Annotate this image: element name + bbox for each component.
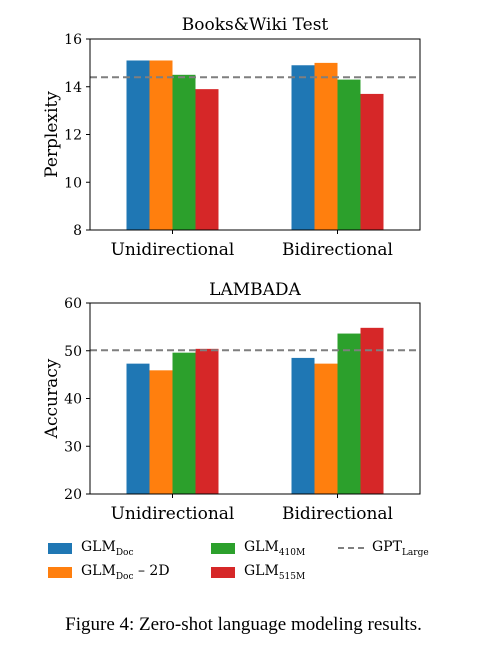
chart1-bar-s1-c2 xyxy=(291,65,315,230)
chart2-ytick-label: 60 xyxy=(64,296,82,312)
chart2: 20 30 40 50 60 Unidirectional Bidirectional LAM… xyxy=(42,280,421,524)
chart2-bar-s2-c2 xyxy=(314,363,338,494)
legend-label-main: GLM xyxy=(81,562,116,579)
chart1-ylabel: Perplexity xyxy=(42,91,62,178)
legend-label: GPTLarge xyxy=(372,539,429,558)
chart2-bar-s2-c1 xyxy=(149,370,173,494)
chart1-ytick-label: 12 xyxy=(64,128,82,144)
legend-label: GLMDoc – 2D xyxy=(81,563,170,582)
chart2-xtick-label: Bidirectional xyxy=(282,504,393,524)
chart2-bar-s1-c2 xyxy=(291,357,315,494)
chart1-xtick-label: Unidirectional xyxy=(111,240,235,260)
chart1-bar-s3-c1 xyxy=(172,74,196,230)
chart2-bar-s1-c1 xyxy=(126,363,150,494)
legend-label-subscript: Doc xyxy=(115,571,134,582)
legend-label-main: GLM xyxy=(81,538,116,555)
chart1-ytick-label: 10 xyxy=(64,175,82,191)
legend-label: GLM410M xyxy=(244,539,305,558)
legend-color-swatch xyxy=(211,542,235,554)
legend-label-subscript: Doc xyxy=(115,547,134,558)
legend-label-main: GLM xyxy=(244,538,279,555)
chart2-ytick-label: 20 xyxy=(64,487,82,503)
legend-item: GLM515M xyxy=(211,562,305,582)
chart1-bar-s3-c2 xyxy=(337,79,361,230)
chart2-xtick-label: Unidirectional xyxy=(111,504,235,524)
legend-label-suffix: – 2D xyxy=(133,562,170,579)
chart1-xtick-label: Bidirectional xyxy=(282,240,393,260)
chart2-ytick-label: 50 xyxy=(64,344,82,360)
legend-label: GLMDoc xyxy=(81,539,134,558)
legend-label-main: GPT xyxy=(372,538,402,555)
chart1-ytick-label: 8 xyxy=(73,223,82,239)
chart1-bar-s2-c1 xyxy=(149,60,173,230)
chart2-title: LAMBADA xyxy=(209,280,301,300)
legend-color-swatch xyxy=(48,566,72,578)
chart2-bar-s3-c2 xyxy=(337,333,361,494)
legend-item: GLMDoc xyxy=(48,538,134,558)
chart2-ytick-label: 40 xyxy=(64,392,82,408)
legend-label-subscript: 515M xyxy=(278,571,306,582)
chart1-bar-s4-c1 xyxy=(195,89,219,230)
chart1-title: Books&Wiki Test xyxy=(182,15,329,35)
figure: 8 10 12 14 16 Unidirectional Bidirectional Book… xyxy=(42,15,421,524)
legend-color-swatch xyxy=(211,566,235,578)
legend-dash-swatch xyxy=(338,547,364,549)
legend-label-subscript: Large xyxy=(401,547,429,558)
chart2-bar-s4-c2 xyxy=(360,327,384,494)
chart2-bar-s4-c1 xyxy=(195,348,219,494)
chart1-bar-s1-c1 xyxy=(126,60,150,230)
chart2-ylabel: Accuracy xyxy=(42,358,62,439)
legend-label-main: GLM xyxy=(244,562,279,579)
legend: GLMDoc GLM410M GPTLarge GLMDoc – 2D GLM515M xyxy=(48,538,478,582)
chart1-bar-s2-c2 xyxy=(314,62,338,231)
chart1: 8 10 12 14 16 Unidirectional Bidirectional Book… xyxy=(42,15,421,260)
legend-label: GLM515M xyxy=(244,563,305,582)
legend-item: GLM410M xyxy=(211,538,305,558)
chart1-ytick-label: 16 xyxy=(64,32,82,48)
chart2-ytick-label: 30 xyxy=(64,439,82,455)
chart1-ytick-label: 14 xyxy=(64,80,82,96)
legend-item: GLMDoc – 2D xyxy=(48,562,170,582)
legend-color-swatch xyxy=(48,542,72,554)
legend-label-subscript: 410M xyxy=(278,547,306,558)
chart2-bar-s3-c1 xyxy=(172,352,196,494)
legend-item: GPTLarge xyxy=(338,538,429,558)
chart1-bar-s4-c2 xyxy=(360,93,384,230)
figure-caption: Figure 4: Zero-shot language modeling re… xyxy=(65,614,422,635)
